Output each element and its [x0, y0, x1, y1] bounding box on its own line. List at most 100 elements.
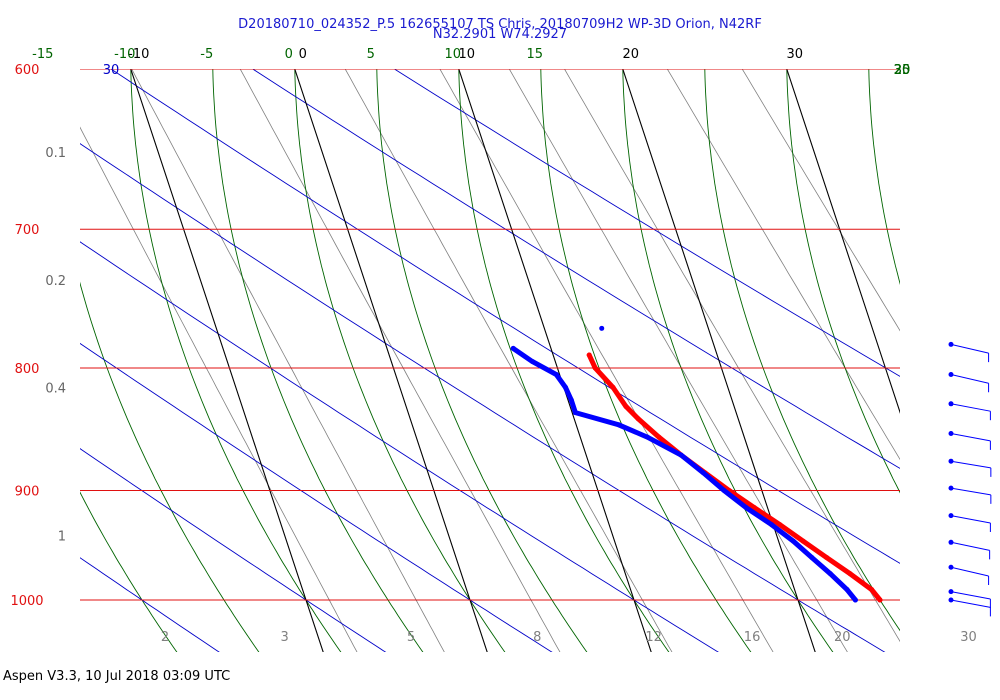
temperature-point — [777, 522, 783, 528]
wind-barb — [948, 341, 990, 363]
wind-barb — [948, 372, 990, 393]
moist-adiabat-label: 25 — [894, 63, 911, 78]
wind-barb-shaft — [950, 515, 991, 524]
height-label: 0.4 — [45, 381, 66, 396]
moist-adiabat-line — [212, 69, 424, 652]
moist-adiabat-line — [294, 69, 506, 652]
height-label: 0.1 — [45, 146, 66, 161]
temperature-point — [877, 597, 883, 603]
mixing-ratio-label: 8 — [533, 630, 541, 645]
mixing-ratio-line — [439, 69, 774, 652]
wind-barb — [948, 431, 991, 450]
dry-adiabat-line — [80, 448, 387, 652]
wind-barb — [948, 401, 991, 421]
mixing-ratio-line — [741, 69, 900, 332]
isotherm-label: 10 — [458, 47, 475, 62]
temperature-point — [586, 352, 592, 358]
isotherm-label: 30 — [786, 47, 803, 62]
wind-barb — [948, 597, 991, 617]
moist-adiabat-label: 20 — [894, 63, 911, 78]
moist-adiabat-label: 15 — [526, 47, 543, 62]
temperature-point — [824, 555, 830, 561]
wind-barb-shaft — [950, 374, 989, 384]
mixing-ratio-label: 2 — [161, 630, 169, 645]
dry-adiabat-line — [251, 69, 900, 469]
dewpoint-point — [553, 372, 559, 378]
dry-adiabat-line — [393, 69, 900, 377]
wind-barb-shaft — [950, 433, 991, 442]
chart-subtitle: N32.2901 W74.2927 — [432, 27, 568, 42]
moist-adiabat-line — [704, 69, 900, 632]
mixing-ratio-line — [131, 69, 445, 652]
dewpoint-point — [529, 359, 535, 365]
dewpoint-point — [510, 345, 516, 351]
mixing-ratio-label: 12 — [645, 630, 662, 645]
temperature-point — [610, 384, 616, 390]
mixing-ratio-label: 5 — [407, 630, 415, 645]
temperature-point — [847, 571, 853, 577]
dewpoint-point — [844, 587, 850, 593]
pressure-label: 900 — [15, 484, 40, 499]
isotherm-label: 0 — [299, 47, 307, 62]
dewpoint-point — [572, 410, 578, 416]
temperature-point — [635, 416, 641, 422]
dry-adiabat-line — [80, 143, 886, 652]
wind-barb-shaft — [950, 541, 990, 551]
dewpoint-point — [616, 422, 622, 428]
dewpoint-point — [568, 397, 574, 403]
moist-adiabat-line — [80, 491, 178, 652]
temperature-point — [800, 538, 806, 544]
wind-barb-shaft — [950, 460, 991, 469]
dewpoint-point — [768, 522, 774, 528]
isotherm-line — [786, 69, 900, 414]
wind-barb — [948, 513, 991, 532]
pressure-label: 1000 — [10, 594, 43, 609]
mixing-ratio-line — [344, 69, 673, 652]
mixing-ratio-line — [80, 126, 358, 652]
moist-adiabat-line — [622, 69, 834, 652]
isotherm-line — [294, 69, 488, 652]
temperature-trace — [586, 352, 883, 603]
mixing-ratio-line — [239, 69, 561, 652]
dewpoint-point — [790, 538, 796, 544]
wind-barb — [948, 539, 991, 560]
pressure-label: 600 — [15, 63, 40, 78]
moist-adiabat-line — [376, 69, 588, 652]
pressure-label: 700 — [15, 223, 40, 238]
moist-adiabat-label: -15 — [32, 47, 53, 62]
mixing-ratio-label: 20 — [834, 630, 851, 645]
wind-barb — [948, 458, 992, 477]
wind-barb-shaft — [950, 599, 991, 608]
dewpoint-trace — [510, 345, 858, 603]
chart-title: D20180710_024352_P.5 162655107 TS Chris,… — [238, 17, 762, 32]
moist-adiabat-line — [458, 69, 670, 652]
moist-adiabat-label: -5 — [200, 47, 213, 62]
dewpoint-point — [701, 470, 707, 476]
wind-barb-shaft — [950, 343, 989, 354]
isotherm-label: 20 — [622, 47, 639, 62]
footer-version: Aspen V3.3, 10 Jul 2018 03:09 UTC — [3, 669, 231, 684]
mixing-ratio-label: 16 — [744, 630, 761, 645]
isotherm-line — [458, 69, 652, 652]
moist-adiabat-line — [80, 281, 260, 652]
dry-adiabat-line — [110, 69, 900, 564]
wind-barb-shaft — [950, 403, 991, 412]
dry-adiabat-label: 30 — [103, 63, 120, 78]
dewpoint-point — [852, 597, 858, 603]
dewpoint-point — [599, 325, 605, 331]
pressure-label: 800 — [15, 362, 40, 377]
dewpoint-point — [678, 452, 684, 458]
dewpoint-point — [743, 505, 749, 511]
wind-barb — [948, 485, 992, 504]
moist-adiabat-label: 30 — [894, 63, 911, 78]
moist-adiabat-line — [951, 0, 1000, 661]
dewpoint-point — [721, 487, 727, 493]
dry-adiabat-line — [80, 342, 553, 652]
wind-barb-shaft — [950, 487, 991, 496]
dewpoint-point — [809, 555, 815, 561]
mixing-ratio-line — [666, 69, 900, 461]
wind-barb-shaft — [950, 591, 991, 600]
temperature-point — [751, 505, 757, 511]
temperature-point — [623, 403, 629, 409]
